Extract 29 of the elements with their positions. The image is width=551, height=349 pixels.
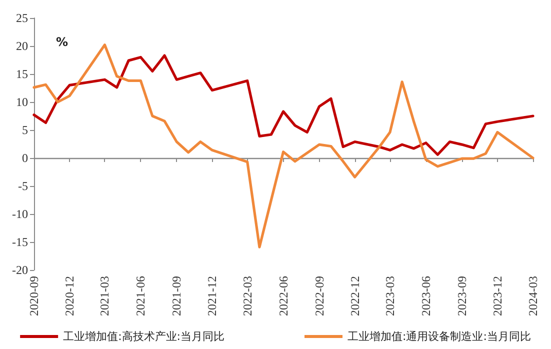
x-tick-label: 2022-03 xyxy=(240,276,254,316)
x-tick-label: 2021-06 xyxy=(134,276,148,316)
x-tick-label: 2022-09 xyxy=(312,276,326,316)
y-tick-label: 25 xyxy=(16,11,28,25)
y-tick-label: -20 xyxy=(12,263,28,277)
x-tick-label: 2023-12 xyxy=(490,276,504,316)
x-tick-label: 2021-12 xyxy=(205,276,220,316)
y-tick-label: 10 xyxy=(16,95,28,109)
y-tick-label: -10 xyxy=(12,207,28,221)
y-tick-label: -15 xyxy=(12,235,28,249)
x-tick-label: 2023-06 xyxy=(418,276,433,316)
y-tick-label: -5 xyxy=(18,179,28,193)
x-tick-label: 2022-12 xyxy=(348,276,362,316)
y-tick-label: 15 xyxy=(16,67,28,81)
x-tick-label: 2021-09 xyxy=(170,276,184,316)
y-tick-label: 20 xyxy=(16,39,28,53)
x-tick-label: 2023-03 xyxy=(382,276,397,316)
annotation: % xyxy=(56,35,68,49)
x-tick-label: 2020-12 xyxy=(62,276,77,316)
y-tick-label: 0 xyxy=(22,151,28,165)
x-tick-label: 2020-09 xyxy=(27,276,41,316)
x-tick-label: 2023-09 xyxy=(454,276,469,316)
legend-label: 工业增加值:高技术产业:当月同比 xyxy=(63,330,225,343)
line-series xyxy=(32,54,534,156)
x-tick-label: 2021-03 xyxy=(98,276,112,316)
x-tick-label: 2022-06 xyxy=(276,276,290,316)
legend-label: 工业增加值:通用设备制造业:当月同比 xyxy=(348,330,531,343)
x-tick-label: 2024-03 xyxy=(526,276,540,316)
y-tick-label: 5 xyxy=(22,123,28,137)
